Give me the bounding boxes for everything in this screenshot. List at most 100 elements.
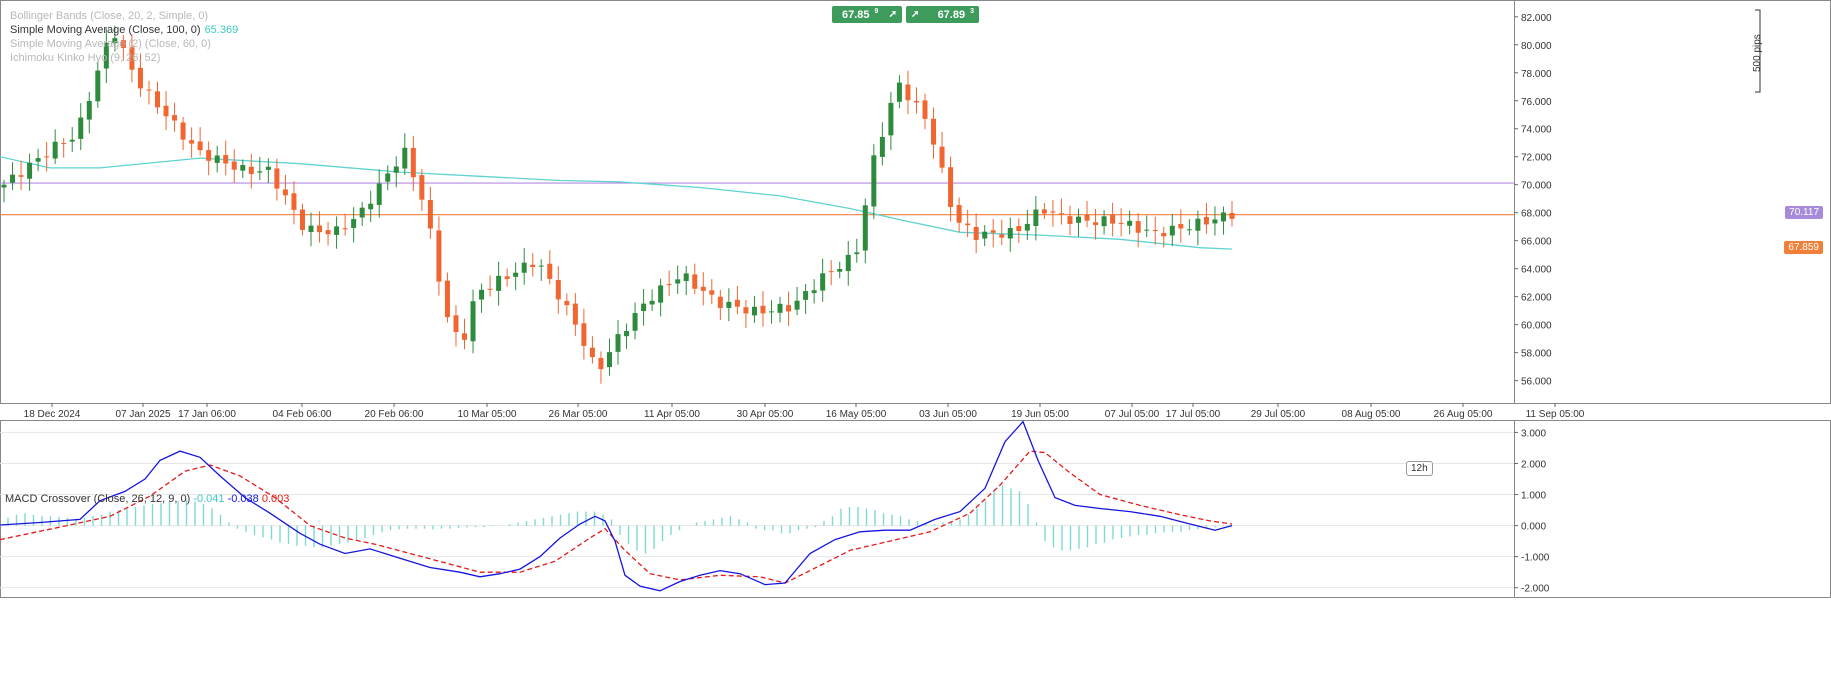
candle-body <box>419 175 425 200</box>
candle <box>1058 198 1064 225</box>
candle-body <box>359 207 365 218</box>
candle <box>368 190 374 222</box>
candle-body <box>1212 219 1218 224</box>
sma-line <box>0 156 1233 250</box>
candle <box>624 323 630 349</box>
time-tick-label: 08 Aug 05:00 <box>1342 409 1401 420</box>
candle <box>1110 202 1116 237</box>
legend-sma-2[interactable]: Simple Moving Average (2) (Close, 60, 0) <box>10 38 211 50</box>
legend-bollinger[interactable]: Bollinger Bands (Close, 20, 2, Simple, 0… <box>10 10 208 22</box>
candle <box>922 93 928 130</box>
candle <box>214 145 220 173</box>
candle-body <box>871 155 877 207</box>
time-tick-label: 07 Jan 2025 <box>115 409 170 420</box>
candle <box>854 238 860 263</box>
candle-body <box>888 102 894 136</box>
candle <box>308 212 314 247</box>
candle <box>794 286 800 316</box>
candle <box>120 34 126 61</box>
candle <box>1169 214 1175 246</box>
candle <box>990 218 996 248</box>
candle-body <box>479 289 485 300</box>
candle <box>1007 217 1013 252</box>
candle <box>1203 202 1209 234</box>
candle <box>1161 226 1167 248</box>
candle <box>820 258 826 302</box>
candle-body <box>564 301 570 306</box>
candle-body <box>700 286 706 291</box>
candle-body <box>547 263 553 279</box>
candle <box>572 293 578 336</box>
candle <box>197 127 203 156</box>
macd-pane[interactable] <box>0 420 1831 598</box>
candle <box>641 288 647 326</box>
candle-body <box>572 303 578 325</box>
macd-tick-label: 2.000 <box>1521 459 1546 470</box>
candle-body <box>1076 216 1081 223</box>
candle-body <box>1 184 7 188</box>
candles-group[interactable] <box>1 25 1235 384</box>
candle <box>444 272 450 323</box>
price-pane[interactable] <box>0 0 1831 404</box>
candle <box>803 284 809 315</box>
macd-legend-signal: 0.003 <box>261 493 290 505</box>
candle <box>649 289 655 311</box>
price-tick-label: 80.000 <box>1521 41 1552 52</box>
candle <box>982 225 988 247</box>
legend-ichimoku[interactable]: Ichimoku Kinko Hyo (9, 26, 52) <box>10 52 160 64</box>
sell-quote-button[interactable]: 67.85 9 ➚ <box>832 6 902 23</box>
candle <box>291 181 297 225</box>
buy-quote-button[interactable]: ➚ 67.89 3 <box>906 6 979 23</box>
candle-body <box>956 204 962 223</box>
price-tick-label: 60.000 <box>1521 321 1552 332</box>
candle <box>427 186 433 239</box>
bid-superscript: 9 <box>874 8 879 16</box>
candle <box>189 127 195 158</box>
candle <box>717 289 723 320</box>
time-axis[interactable]: 18 Dec 2024 07 Jan 2025 17 Jan 06:00 04 Feb… <box>0 403 1585 420</box>
timeframe-badge[interactable]: 12h <box>1406 461 1433 476</box>
candle-body <box>52 141 58 159</box>
candle-body <box>521 262 527 273</box>
candle-body <box>922 100 928 119</box>
candle <box>658 278 664 317</box>
macd-tick-label: -1.000 <box>1521 553 1550 564</box>
macd-axis[interactable]: -2.000 -1.000 0.000 1.000 2.000 3.000 <box>1514 428 1550 595</box>
current-price-label: 67.859 <box>1784 241 1823 254</box>
candle <box>675 265 681 294</box>
candle-body <box>777 303 783 313</box>
candle-body <box>95 70 101 102</box>
candle-body <box>1127 220 1133 226</box>
candle-body <box>61 143 67 145</box>
candle <box>86 92 92 134</box>
candle-body <box>1101 216 1107 227</box>
price-tick-label: 72.000 <box>1521 153 1552 164</box>
candle <box>1178 209 1184 243</box>
candle-body <box>1110 214 1116 224</box>
macd-legend[interactable]: MACD Crossover (Close, 26, 12, 9, 0) -0.… <box>5 493 289 505</box>
candle-body <box>683 273 689 281</box>
candle <box>632 302 638 340</box>
price-axis[interactable]: 56.000 58.000 60.000 62.000 64.000 66.000 68.0… <box>1514 9 1761 388</box>
candle-body <box>1144 229 1150 231</box>
candle <box>61 137 67 158</box>
candle-body <box>769 311 774 313</box>
candle <box>351 207 357 243</box>
violet-line-price-label: 70.117 <box>1785 206 1823 219</box>
candle-body <box>581 323 587 346</box>
candle-body <box>231 161 237 170</box>
ask-superscript: 3 <box>970 8 974 16</box>
macd-lines <box>0 420 1233 592</box>
candle-body <box>137 67 143 89</box>
legend-sma-100[interactable]: Simple Moving Average (Close, 100, 0) 65.… <box>10 24 238 36</box>
candle-body <box>913 100 919 103</box>
horizontal-lines[interactable] <box>0 182 1514 216</box>
candle-body <box>615 334 621 352</box>
candle-body <box>760 305 766 314</box>
candle-body <box>845 254 851 272</box>
sma-100-line <box>0 156 1233 250</box>
candle-body <box>658 285 664 303</box>
candle <box>1127 210 1133 235</box>
candle-body <box>240 165 246 171</box>
